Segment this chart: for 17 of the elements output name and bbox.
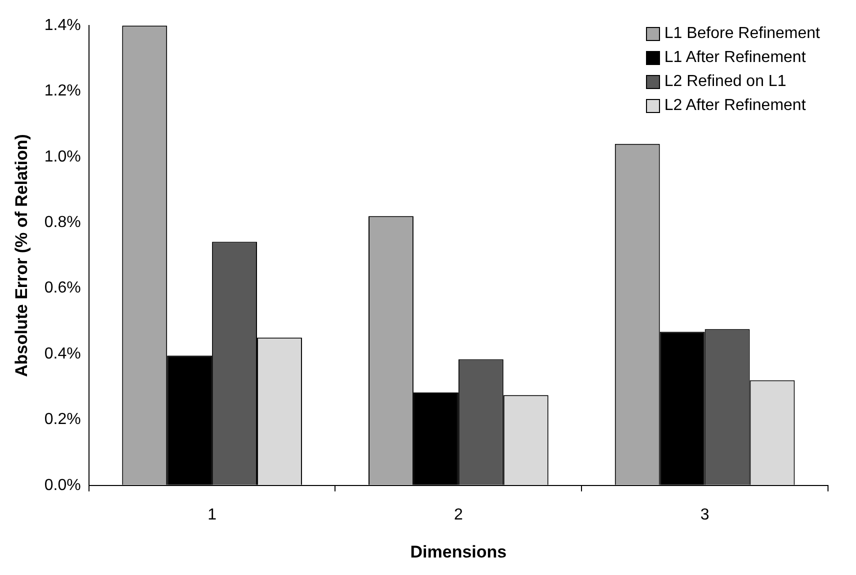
legend-label: L2 After Refinement (664, 96, 806, 116)
y-tick-label: 1.2% (44, 82, 81, 100)
y-tick-label: 0.8% (44, 214, 81, 232)
y-tick-label: 0.2% (44, 411, 81, 428)
y-tick-label: 0.0% (44, 476, 81, 494)
x-tick-label: 1 (208, 506, 217, 524)
y-axis-title: Absolute Error (% of Relation) (12, 134, 31, 377)
y-tick-label: 0.4% (44, 345, 81, 362)
y-tick-label: 1.4% (44, 17, 81, 34)
legend-label: L1 After Refinement (664, 48, 806, 68)
legend-label: L2 Refined on L1 (664, 72, 786, 92)
y-tick-label: 1.0% (44, 148, 81, 166)
x-axis-title: Dimensions (410, 542, 507, 562)
y-tick-label: 0.6% (44, 280, 81, 297)
legend-label: L1 Before Refinement (664, 24, 820, 44)
x-tick-label: 2 (454, 506, 463, 524)
x-tick-label: 3 (700, 506, 710, 524)
